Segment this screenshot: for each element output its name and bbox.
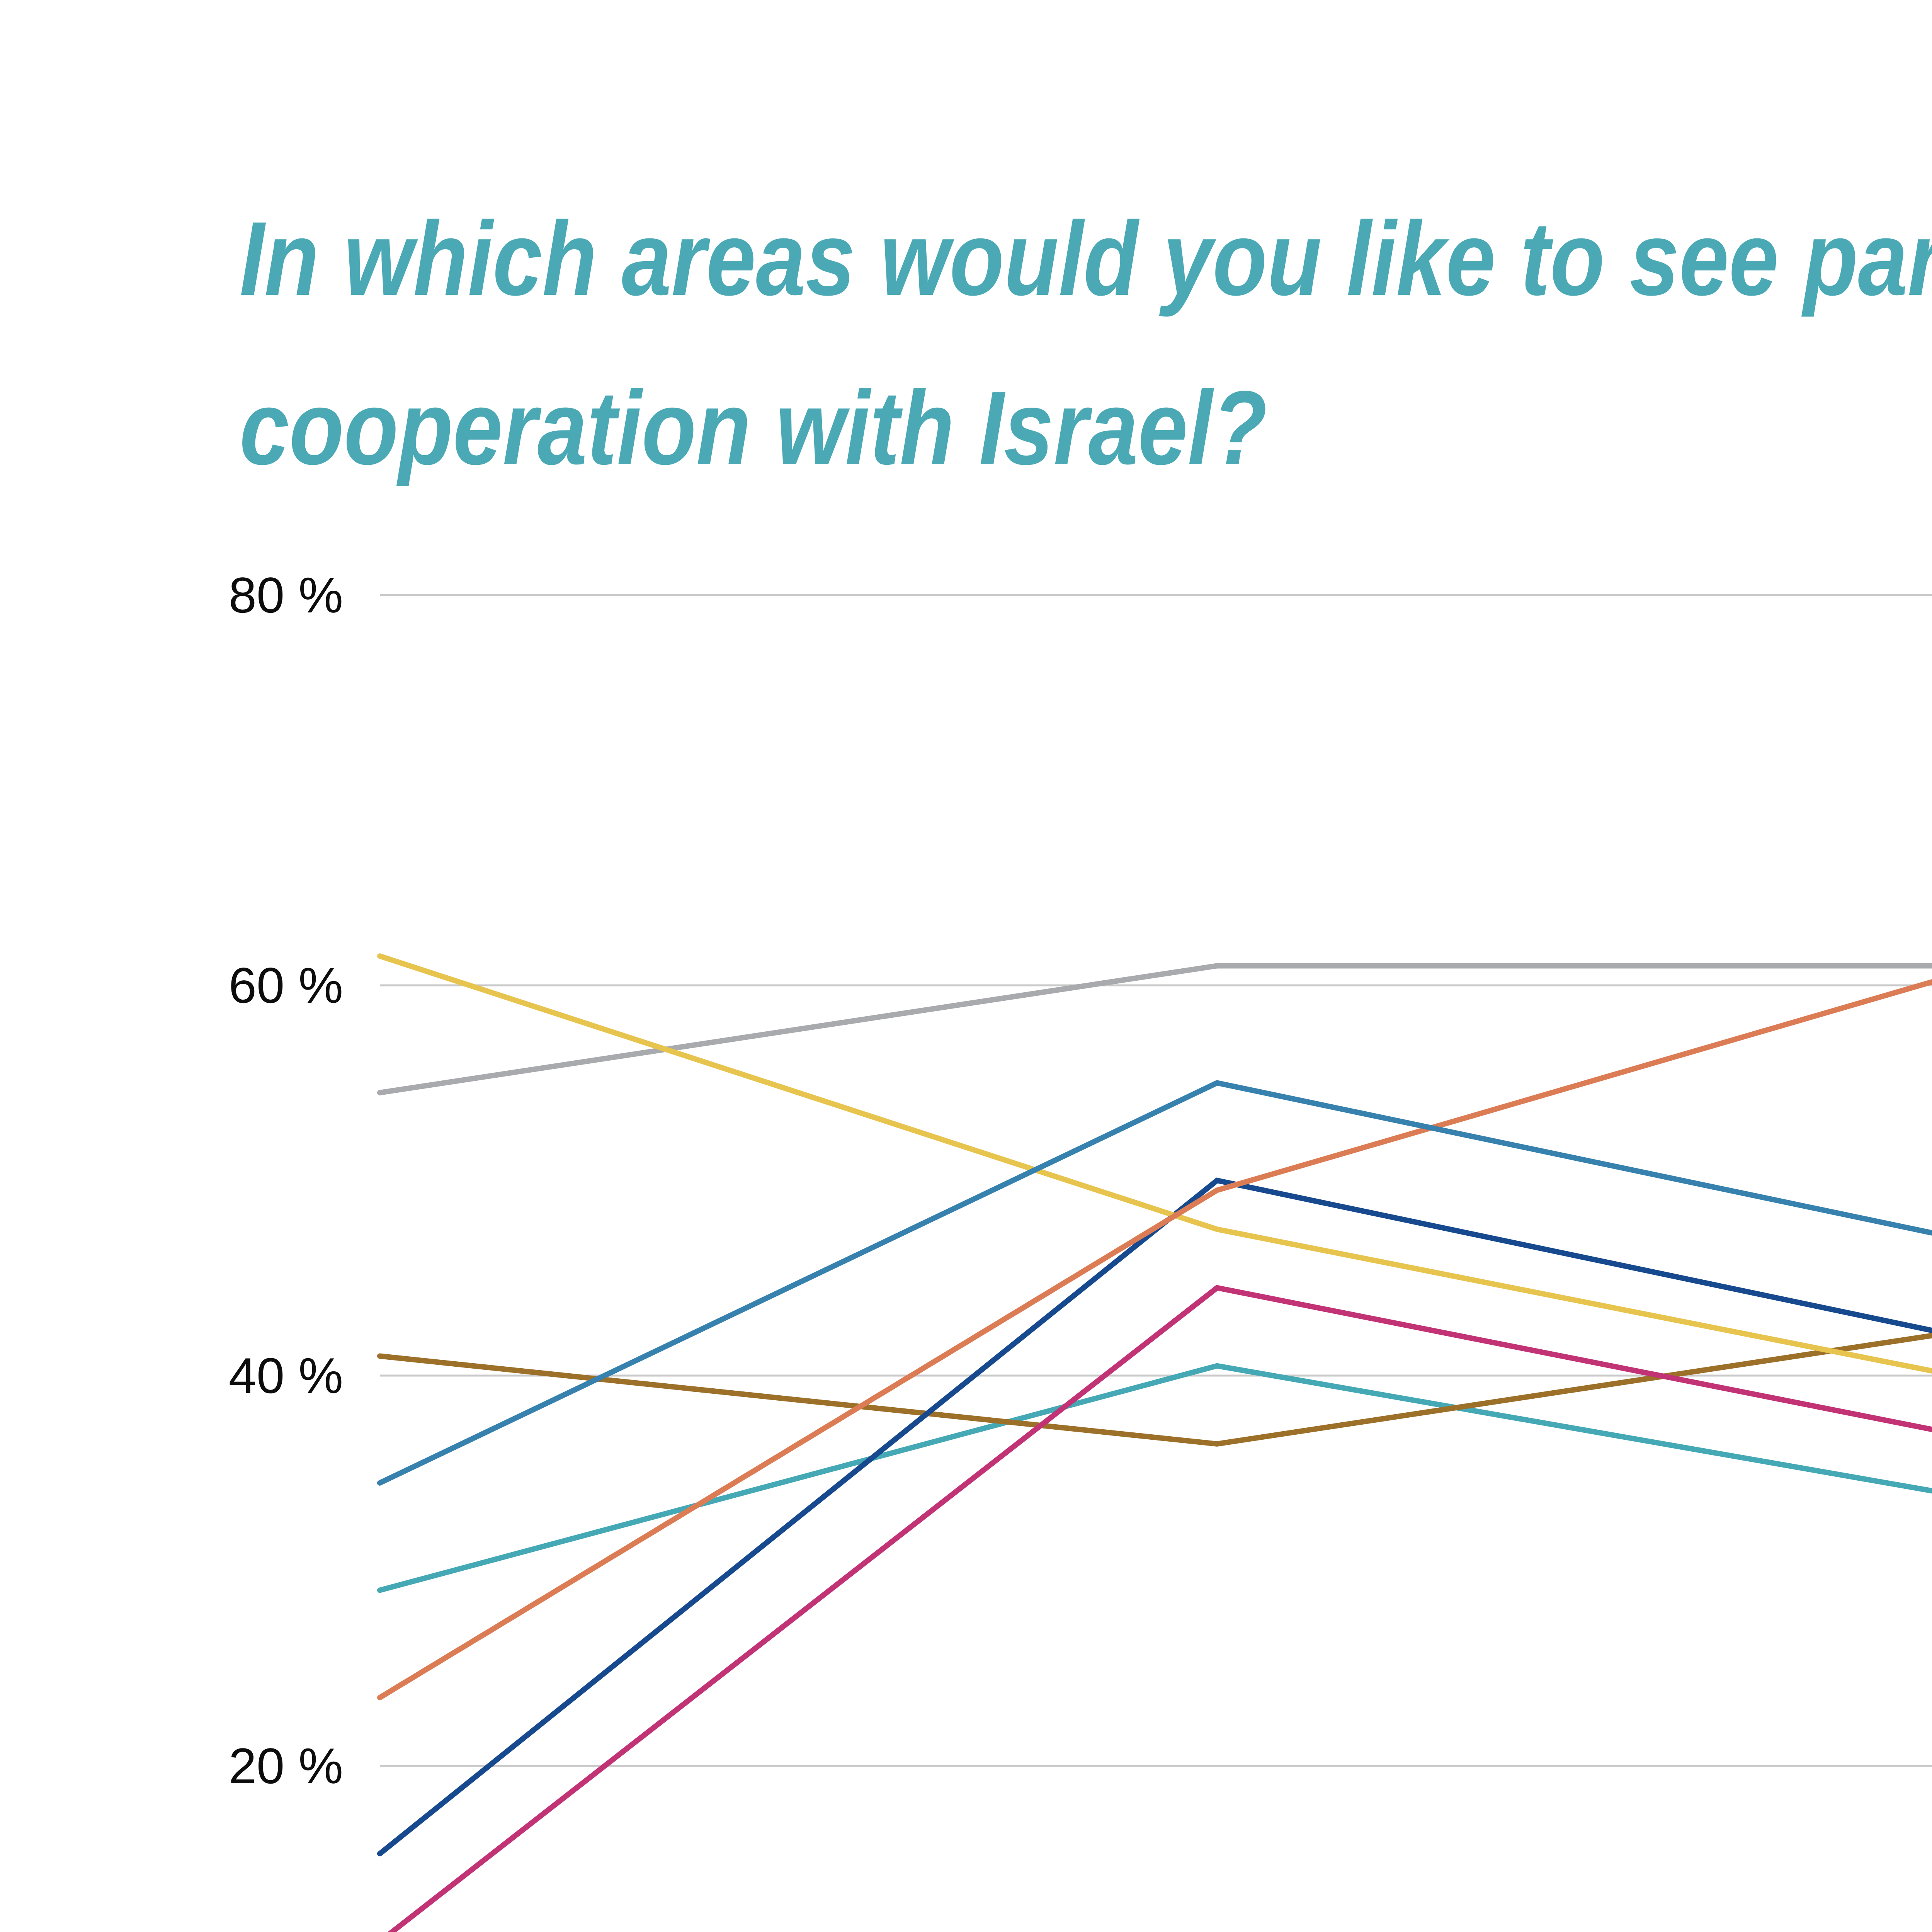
chart-title-line1: In which areas would you like to see par… [240, 200, 1932, 317]
series-line-counter-terrorism [377, 1080, 1932, 1486]
series-line-health [377, 1177, 1932, 1857]
series-line-defense [377, 979, 1932, 1701]
series-line-climate [377, 1363, 1932, 1593]
chart-title: In which areas would you like to see par… [240, 174, 1932, 512]
y-axis-label-60: 60 % [228, 957, 343, 1014]
chart-title-line2: cooperation with Israel? [240, 369, 1267, 486]
series-line-trade [377, 953, 1932, 1374]
y-axis-label-20: 20 % [228, 1738, 343, 1794]
series-line-science-and-education [377, 963, 1932, 1095]
y-axis-label-80: 80 % [228, 567, 343, 623]
series-line-energy [388, 1285, 1932, 1932]
y-axis-label-40: 40 % [228, 1347, 343, 1404]
series-line-culture [377, 1333, 1932, 1447]
